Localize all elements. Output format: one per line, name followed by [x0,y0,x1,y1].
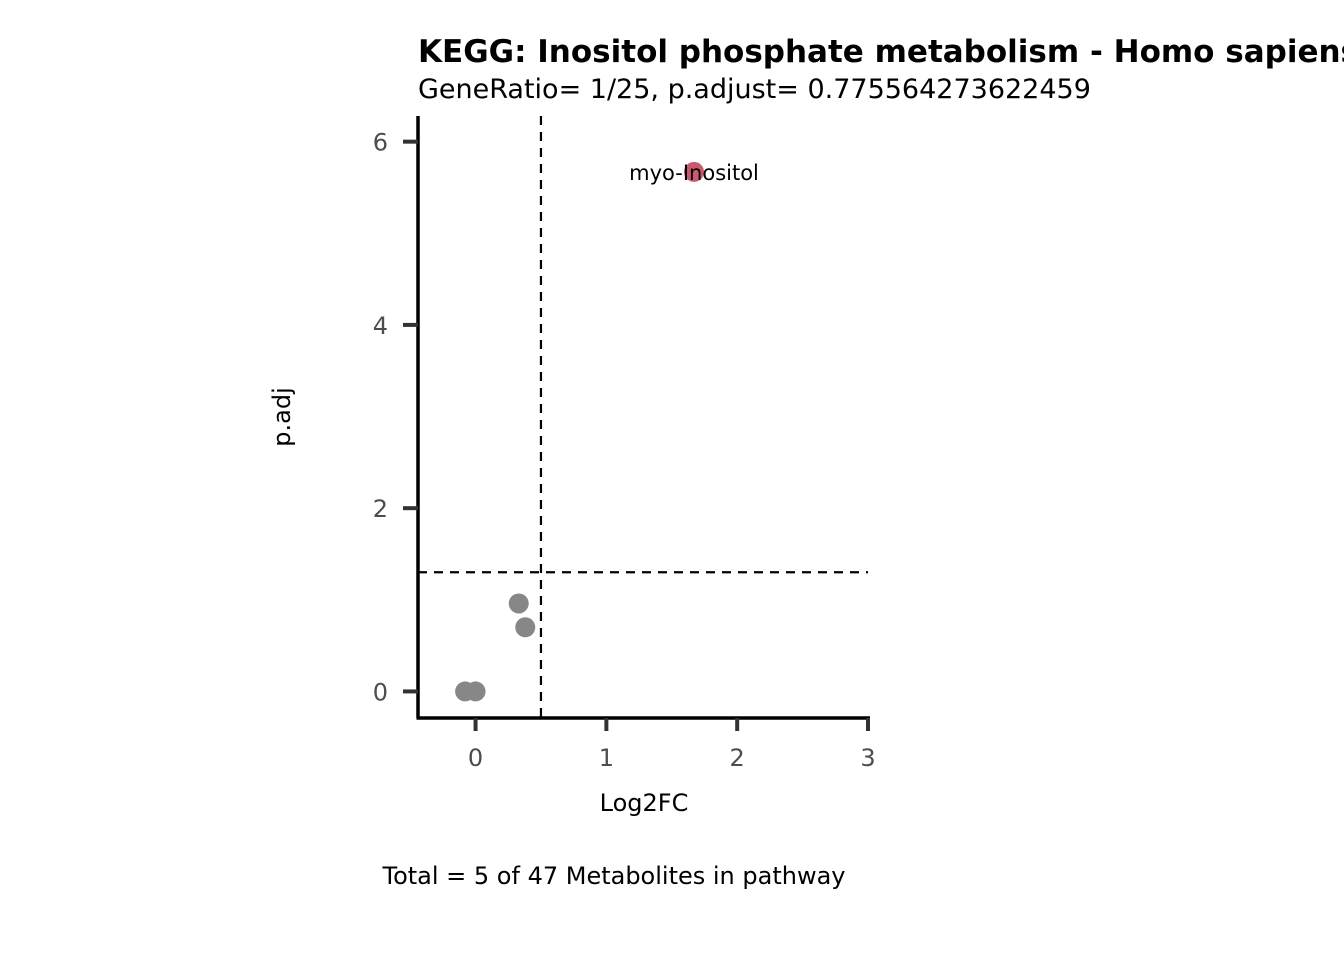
data-point [508,593,529,614]
y-tick-label: 6 [373,129,388,157]
plot-area: 0 1 2 3 0 2 4 6 myo-Inositol [373,116,876,772]
y-tick-label: 0 [373,678,388,706]
x-tick-label: 0 [468,744,483,772]
chart-title: KEGG: Inositol phosphate metabolism - Ho… [418,34,1344,70]
data-point [465,681,486,702]
significant-point [684,161,705,182]
point-label: myo-Inositol [629,161,759,185]
chart-subtitle: GeneRatio= 1/25, p.adjust= 0.77556427362… [418,74,1091,105]
chart-caption: Total = 5 of 47 Metabolites in pathway [381,862,845,890]
x-tick-label: 1 [599,744,614,772]
x-tick-label: 3 [860,744,875,772]
data-point [515,617,536,638]
x-tick-label: 2 [730,744,745,772]
y-tick-label: 2 [373,495,388,523]
y-tick-label: 4 [373,312,388,340]
x-axis-title: Log2FC [600,789,689,817]
y-axis-title: p.adj [268,387,296,446]
